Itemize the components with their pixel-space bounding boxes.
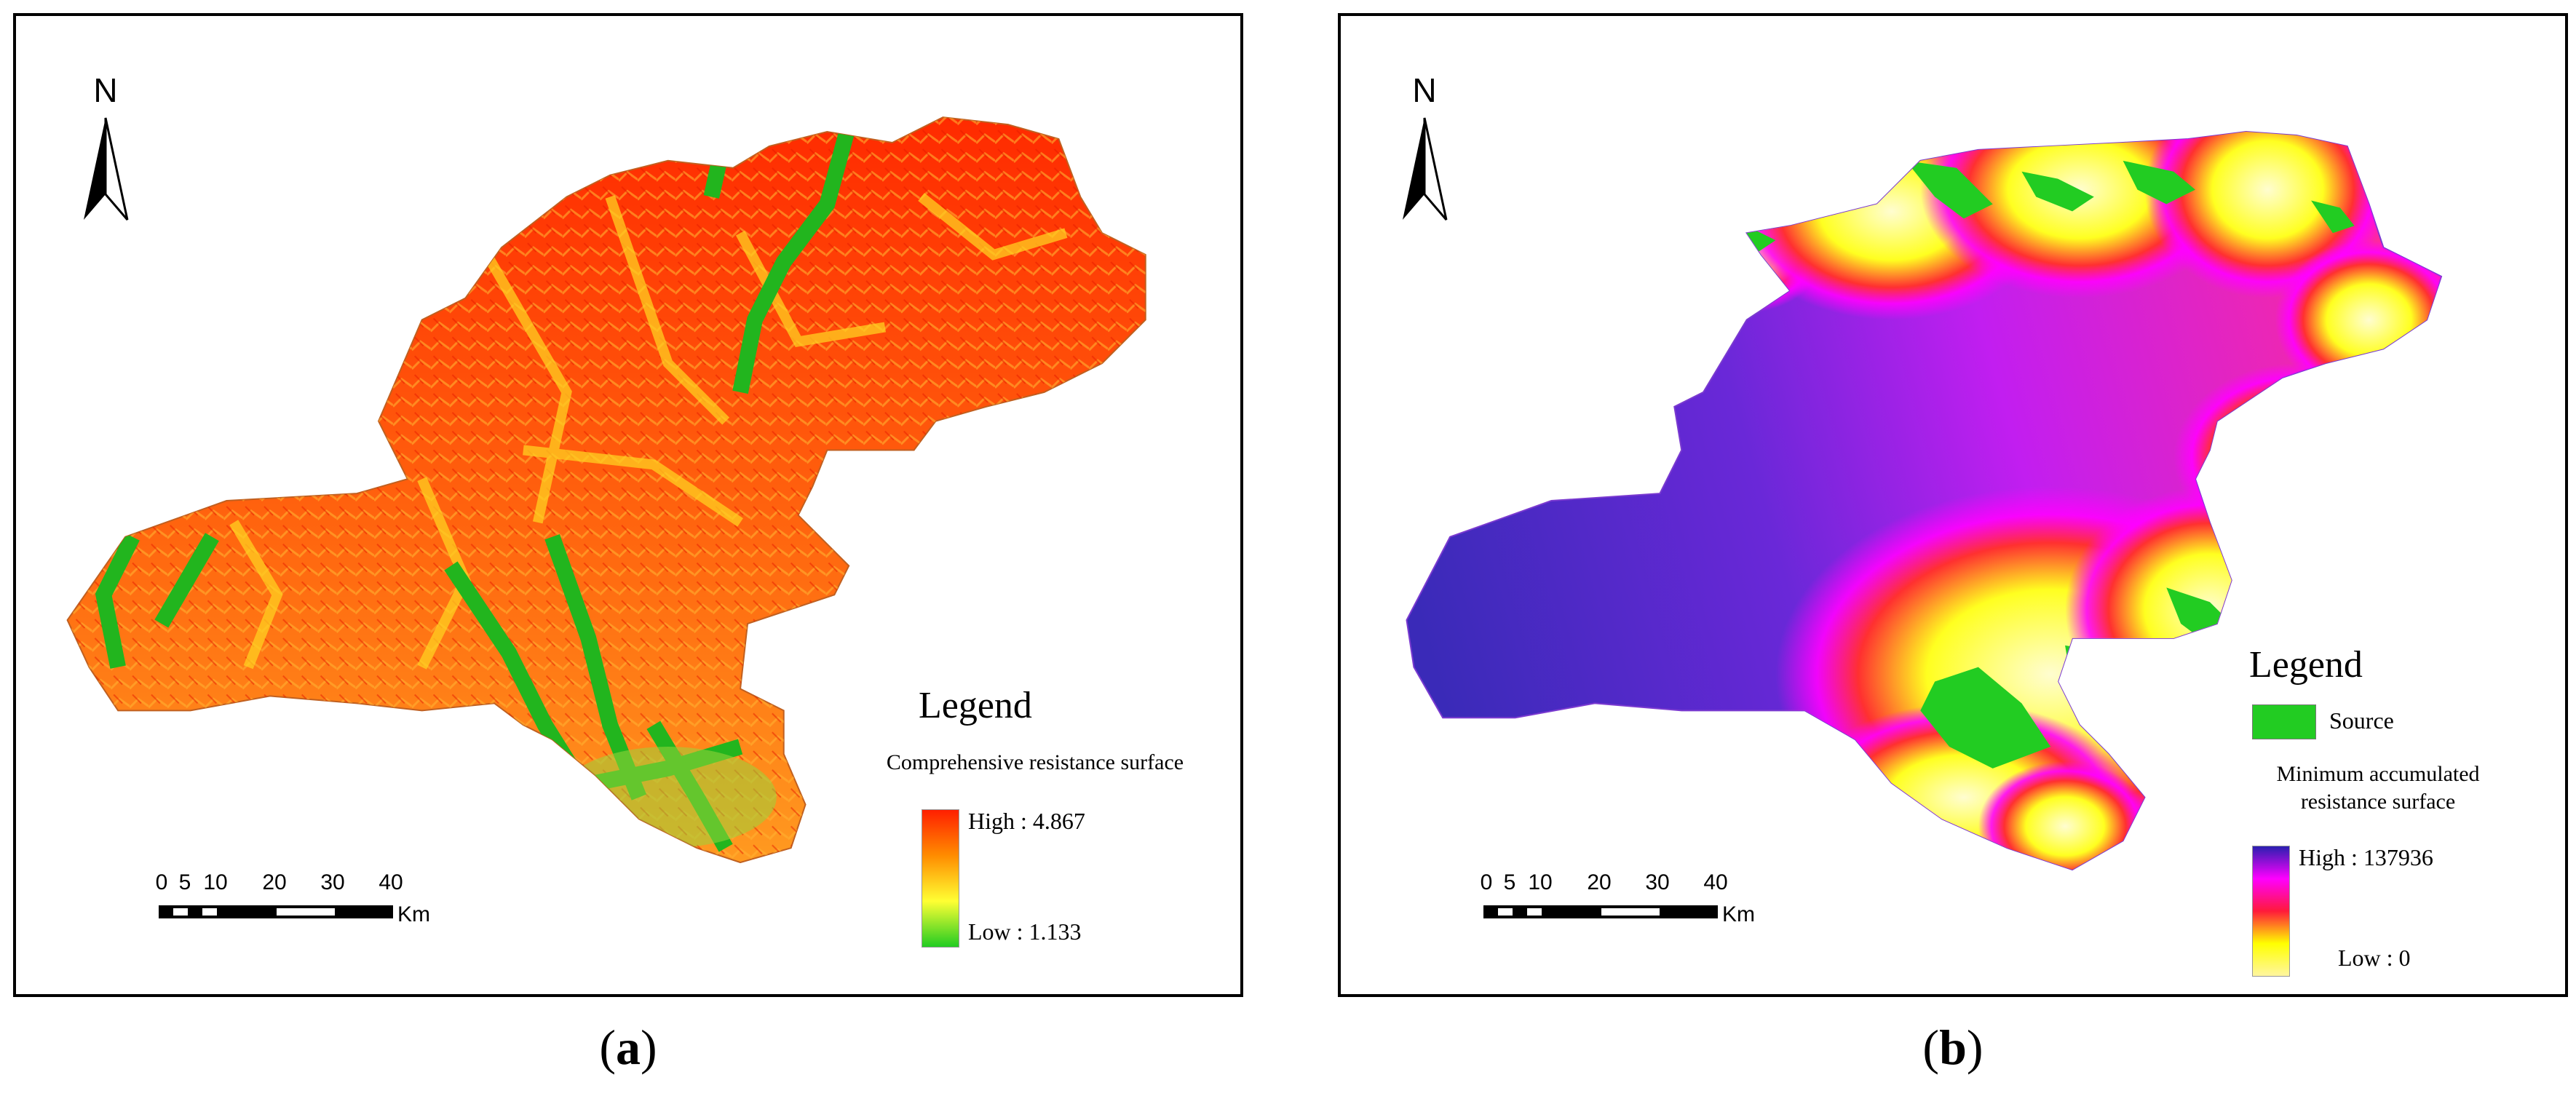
- svg-text:Km: Km: [1722, 902, 1755, 926]
- svg-text:40: 40: [379, 870, 403, 894]
- legend-color-ramp: [922, 809, 959, 948]
- legend-color-ramp: [2252, 846, 2290, 977]
- legend-subtitle-line2: resistance surface: [2300, 790, 2456, 814]
- svg-text:5: 5: [179, 870, 191, 894]
- svg-text:10: 10: [1528, 870, 1552, 894]
- svg-text:30: 30: [320, 870, 344, 894]
- north-arrow-icon: N: [84, 71, 129, 221]
- legend-high-label: High : 4.867: [968, 808, 1085, 834]
- map-panel-a: N Legend Comprehensive resistance surfac…: [13, 13, 1243, 997]
- svg-text:Km: Km: [397, 902, 430, 926]
- accumulated-resistance-map-b: [1406, 131, 2442, 871]
- legend-high-label: High : 137936: [2299, 844, 2433, 870]
- source-label: Source: [2329, 707, 2394, 734]
- legend-low-label: Low : 0: [2338, 945, 2411, 971]
- svg-text:20: 20: [1587, 870, 1611, 894]
- north-arrow-icon: N: [1403, 71, 1448, 221]
- svg-text:0: 0: [156, 870, 168, 894]
- caption-b: (b): [1922, 1020, 1983, 1075]
- svg-text:30: 30: [1645, 870, 1669, 894]
- svg-text:0: 0: [1481, 870, 1493, 894]
- legend-subtitle-line1: Minimum accumulated: [2276, 762, 2480, 786]
- resistance-map-a: [66, 116, 1146, 864]
- scale-bar: 0 5 10 20 30 40 Km: [156, 870, 430, 926]
- caption-a: (a): [599, 1020, 657, 1075]
- legend-subtitle: Comprehensive resistance surface: [886, 750, 1184, 774]
- map-panel-b: N Legend Source Minimum accumulated resi…: [1338, 13, 2568, 997]
- svg-text:N: N: [93, 71, 117, 109]
- source-swatch: [2252, 704, 2316, 739]
- legend-title: Legend: [2249, 644, 2363, 686]
- svg-text:5: 5: [1504, 870, 1516, 894]
- svg-text:10: 10: [203, 870, 227, 894]
- svg-text:N: N: [1412, 71, 1436, 109]
- svg-text:40: 40: [1703, 870, 1727, 894]
- scale-bar: 0 5 10 20 30 40 Km: [1481, 870, 1755, 926]
- legend-low-label: Low : 1.133: [968, 918, 1082, 945]
- legend-title: Legend: [919, 685, 1032, 726]
- svg-text:20: 20: [262, 870, 286, 894]
